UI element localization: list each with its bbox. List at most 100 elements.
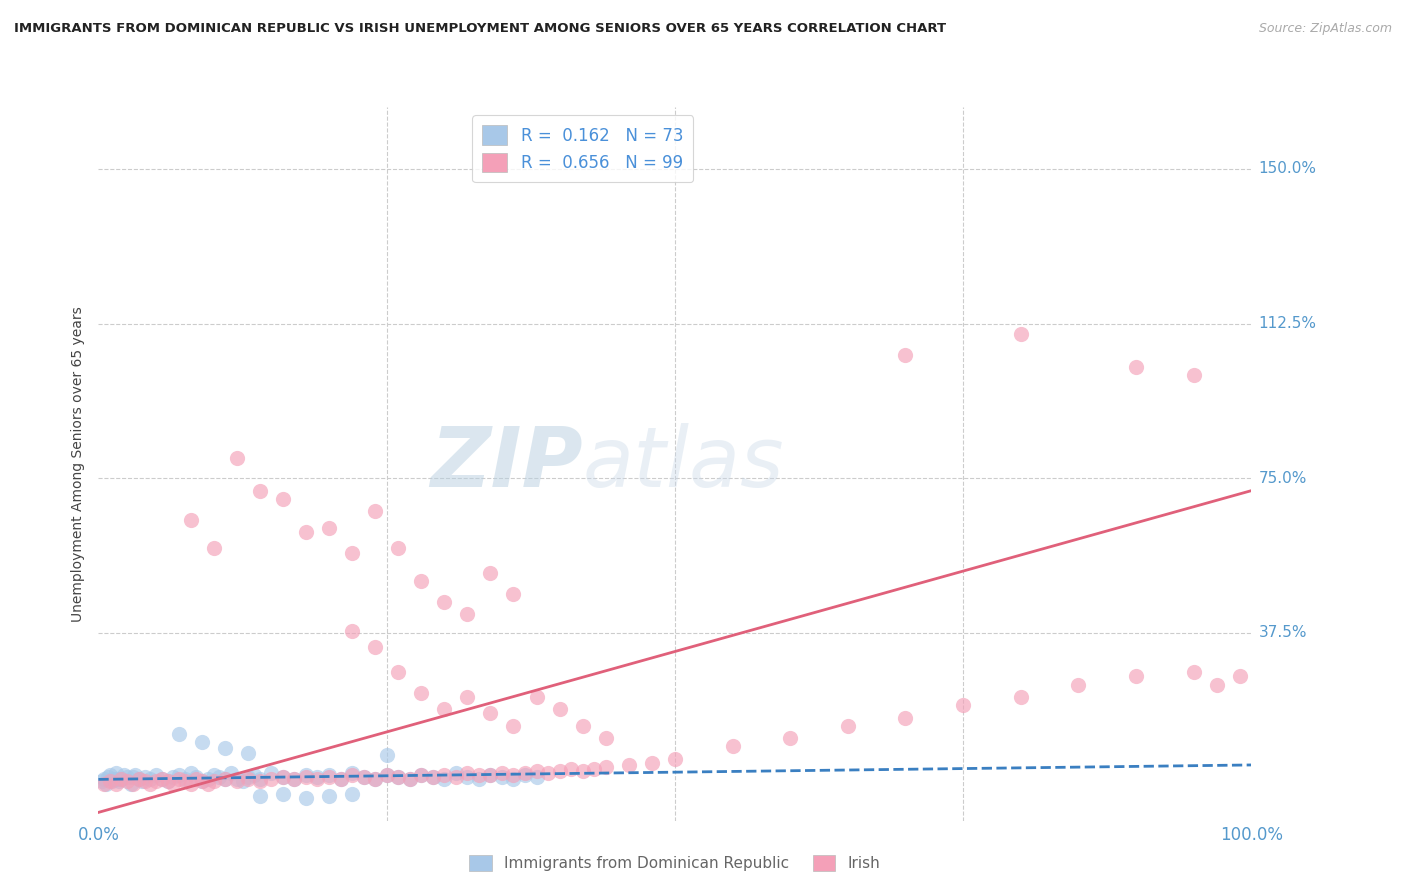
- Point: [238, 770, 260, 784]
- Point: [433, 772, 456, 787]
- Point: [97, 770, 120, 784]
- Point: [180, 766, 202, 780]
- Point: [411, 574, 433, 589]
- Point: [571, 764, 593, 779]
- Point: [479, 706, 502, 721]
- Point: [422, 770, 444, 784]
- Point: [283, 772, 305, 787]
- Point: [180, 776, 202, 790]
- Point: [595, 760, 617, 774]
- Point: [231, 774, 254, 789]
- Point: [104, 766, 127, 780]
- Point: [260, 766, 283, 780]
- Point: [225, 772, 247, 787]
- Point: [295, 770, 318, 784]
- Point: [1182, 665, 1205, 680]
- Y-axis label: Unemployment Among Seniors over 65 years: Unemployment Among Seniors over 65 years: [72, 306, 86, 622]
- Point: [128, 772, 150, 787]
- Point: [318, 768, 340, 782]
- Point: [502, 719, 524, 733]
- Point: [93, 776, 115, 790]
- Point: [1067, 677, 1090, 691]
- Point: [502, 772, 524, 787]
- Point: [364, 640, 387, 655]
- Point: [502, 587, 524, 601]
- Point: [197, 772, 219, 787]
- Point: [295, 524, 318, 539]
- Point: [162, 770, 184, 784]
- Point: [1010, 690, 1032, 704]
- Point: [318, 521, 340, 535]
- Point: [307, 772, 329, 787]
- Point: [664, 752, 686, 766]
- Point: [120, 776, 142, 790]
- Point: [225, 774, 247, 789]
- Point: [162, 776, 184, 790]
- Point: [364, 772, 387, 787]
- Point: [1229, 669, 1251, 683]
- Legend: Immigrants from Dominican Republic, Irish: Immigrants from Dominican Republic, Iris…: [463, 849, 887, 877]
- Point: [456, 770, 478, 784]
- Point: [491, 766, 513, 780]
- Point: [214, 772, 236, 787]
- Point: [202, 774, 225, 789]
- Point: [271, 491, 294, 506]
- Point: [145, 768, 167, 782]
- Point: [513, 766, 536, 780]
- Point: [375, 768, 398, 782]
- Point: [1205, 677, 1227, 691]
- Point: [595, 731, 617, 746]
- Point: [283, 772, 305, 787]
- Point: [167, 768, 190, 782]
- Point: [479, 566, 502, 581]
- Point: [156, 774, 179, 789]
- Point: [894, 710, 917, 724]
- Point: [134, 770, 156, 784]
- Point: [214, 772, 236, 787]
- Point: [101, 774, 124, 789]
- Point: [167, 772, 190, 787]
- Point: [197, 776, 219, 790]
- Point: [468, 772, 491, 787]
- Point: [837, 719, 859, 733]
- Point: [117, 774, 139, 789]
- Text: atlas: atlas: [582, 424, 785, 504]
- Point: [1010, 326, 1032, 341]
- Point: [952, 698, 974, 713]
- Point: [468, 768, 491, 782]
- Point: [243, 768, 266, 782]
- Point: [433, 768, 456, 782]
- Point: [329, 772, 352, 787]
- Point: [387, 770, 409, 784]
- Point: [156, 774, 179, 789]
- Point: [560, 762, 582, 776]
- Point: [202, 541, 225, 556]
- Point: [238, 746, 260, 760]
- Point: [411, 768, 433, 782]
- Point: [191, 774, 214, 789]
- Point: [537, 766, 560, 780]
- Point: [103, 772, 125, 787]
- Point: [329, 772, 352, 787]
- Point: [479, 768, 502, 782]
- Point: [104, 776, 127, 790]
- Point: [139, 772, 162, 787]
- Point: [340, 787, 363, 801]
- Point: [191, 735, 214, 749]
- Point: [249, 789, 271, 803]
- Point: [617, 758, 640, 772]
- Point: [98, 768, 121, 782]
- Point: [214, 741, 236, 756]
- Point: [353, 770, 375, 784]
- Text: 150.0%: 150.0%: [1258, 161, 1316, 177]
- Point: [249, 772, 271, 787]
- Point: [105, 772, 128, 787]
- Point: [721, 739, 744, 754]
- Point: [491, 770, 513, 784]
- Text: 112.5%: 112.5%: [1258, 316, 1316, 331]
- Point: [108, 774, 131, 789]
- Point: [411, 686, 433, 700]
- Point: [208, 770, 231, 784]
- Point: [353, 770, 375, 784]
- Point: [387, 665, 409, 680]
